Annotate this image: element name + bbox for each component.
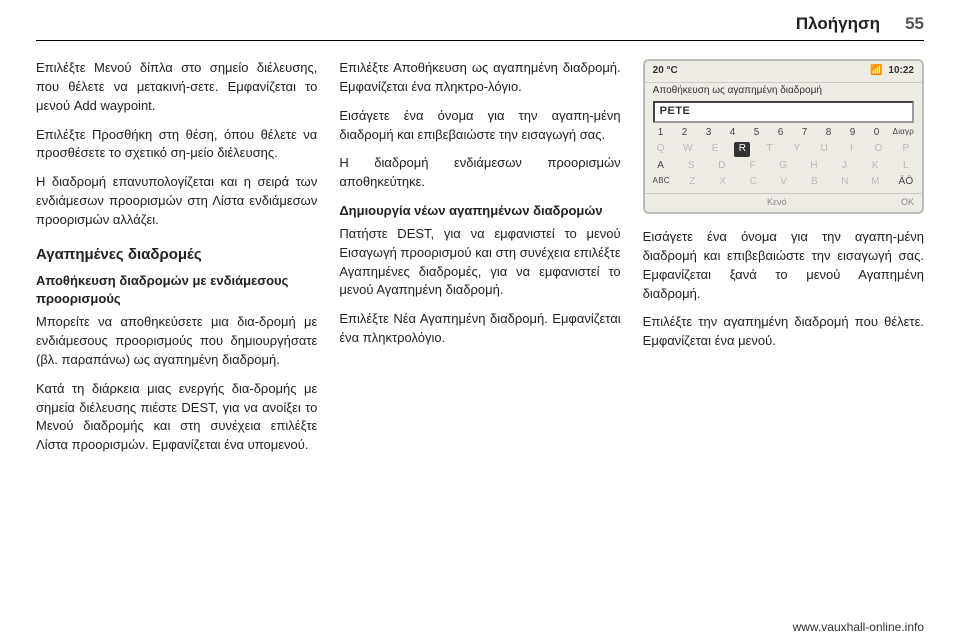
keyboard-key[interactable]: T bbox=[762, 142, 778, 157]
keyboard-key[interactable]: 1 bbox=[653, 126, 669, 141]
subsection-heading: Δημιουργία νέων αγαπημένων διαδρομών bbox=[339, 202, 620, 221]
section-title: Πλοήγηση bbox=[796, 14, 880, 34]
keyboard-key[interactable]: N bbox=[837, 175, 853, 190]
keyboard-key[interactable]: 6 bbox=[773, 126, 789, 141]
space-key[interactable]: Κενό bbox=[767, 196, 787, 209]
column-1: Επιλέξτε Μενού δίπλα στο σημείο διέλευση… bbox=[36, 59, 317, 465]
paragraph: Η διαδρομή επανυπολογίζεται και η σειρά … bbox=[36, 173, 317, 230]
column-2: Επιλέξτε Αποθήκευση ως αγαπημένη διαδρομ… bbox=[339, 59, 620, 465]
signal-icon: 📶 bbox=[870, 64, 882, 79]
keyboard-key[interactable]: L bbox=[898, 159, 914, 174]
paragraph: Επιλέξτε Προσθήκη στη θέση, όπου θέλετε … bbox=[36, 126, 317, 164]
keyboard-key[interactable]: A bbox=[653, 159, 669, 174]
ok-button[interactable]: OK bbox=[901, 196, 914, 209]
keyboard-key[interactable]: M bbox=[867, 175, 883, 190]
keyboard-key[interactable]: 0 bbox=[869, 126, 885, 141]
keyboard-key[interactable]: I bbox=[843, 142, 859, 157]
device-screenshot: 20 °C 📶 10:22 Αποθήκευση ως αγαπημένη δι… bbox=[643, 59, 924, 214]
keyboard-key[interactable]: J bbox=[837, 159, 853, 174]
paragraph: Επιλέξτε Νέα Αγαπημένη διαδρομή. Εμφανίζ… bbox=[339, 310, 620, 348]
temperature-reading: 20 °C bbox=[653, 64, 678, 79]
subsection-heading: Αποθήκευση διαδρομών με ενδιάμεσους προο… bbox=[36, 272, 317, 310]
keyboard-key[interactable]: E bbox=[707, 142, 723, 157]
keyboard-key[interactable]: Διαγρ bbox=[893, 126, 914, 141]
keyboard-key[interactable]: O bbox=[871, 142, 887, 157]
paragraph: Η διαδρομή ενδιάμεσων προορισμών αποθηκε… bbox=[339, 154, 620, 192]
page-number: 55 bbox=[898, 14, 924, 34]
paragraph: Μπορείτε να αποθηκεύσετε μια δια‐δρομή μ… bbox=[36, 313, 317, 370]
column-3: 20 °C 📶 10:22 Αποθήκευση ως αγαπημένη δι… bbox=[643, 59, 924, 465]
keyboard-key[interactable]: K bbox=[867, 159, 883, 174]
keyboard-key[interactable]: H bbox=[806, 159, 822, 174]
content-columns: Επιλέξτε Μενού δίπλα στο σημείο διέλευση… bbox=[36, 59, 924, 465]
keyboard-key[interactable]: G bbox=[775, 159, 791, 174]
device-bottombar: Κενό OK bbox=[645, 193, 922, 209]
section-heading: Αγαπημένες διαδρομές bbox=[36, 244, 317, 266]
keyboard-key[interactable]: W bbox=[680, 142, 696, 157]
keyboard-key[interactable]: ABC bbox=[653, 175, 670, 190]
keyboard-row: ASDFGHJKL bbox=[645, 159, 922, 174]
clock-time: 10:22 bbox=[888, 64, 914, 79]
keyboard-key[interactable]: Y bbox=[789, 142, 805, 157]
onscreen-keyboard: 1234567890ΔιαγρQWERTYUIOPASDFGHJKLABCZXC… bbox=[645, 126, 922, 190]
name-input-field[interactable]: PETE bbox=[653, 101, 914, 123]
paragraph: Εισάγετε ένα όνομα για την αγαπη‐μένη δι… bbox=[339, 107, 620, 145]
paragraph: Πατήστε DEST, για να εμφανιστεί το μενού… bbox=[339, 225, 620, 300]
keyboard-row: QWERTYUIOP bbox=[645, 142, 922, 157]
keyboard-key[interactable]: 8 bbox=[821, 126, 837, 141]
keyboard-key[interactable]: D bbox=[714, 159, 730, 174]
keyboard-key[interactable]: P bbox=[898, 142, 914, 157]
device-statusbar: 20 °C 📶 10:22 bbox=[645, 61, 922, 83]
keyboard-key[interactable]: 3 bbox=[701, 126, 717, 141]
device-dialog-title: Αποθήκευση ως αγαπημένη διαδρομή bbox=[645, 83, 922, 101]
keyboard-key[interactable]: X bbox=[715, 175, 731, 190]
keyboard-key[interactable]: 5 bbox=[749, 126, 765, 141]
keyboard-key[interactable]: F bbox=[745, 159, 761, 174]
keyboard-key[interactable]: B bbox=[806, 175, 822, 190]
keyboard-key[interactable]: R bbox=[734, 142, 750, 157]
keyboard-key[interactable]: U bbox=[816, 142, 832, 157]
keyboard-key[interactable]: Z bbox=[684, 175, 700, 190]
keyboard-key[interactable]: 4 bbox=[725, 126, 741, 141]
paragraph: Επιλέξτε την αγαπημένη διαδρομή που θέλε… bbox=[643, 313, 924, 351]
paragraph: Κατά τη διάρκεια μιας ενεργής δια‐δρομής… bbox=[36, 380, 317, 455]
footer-url: www.vauxhall-online.info bbox=[793, 620, 924, 634]
keyboard-key[interactable]: S bbox=[683, 159, 699, 174]
keyboard-key[interactable]: C bbox=[745, 175, 761, 190]
paragraph: Επιλέξτε Μενού δίπλα στο σημείο διέλευση… bbox=[36, 59, 317, 116]
page-header: Πλοήγηση 55 bbox=[36, 14, 924, 41]
keyboard-key[interactable]: V bbox=[776, 175, 792, 190]
paragraph: Επιλέξτε Αποθήκευση ως αγαπημένη διαδρομ… bbox=[339, 59, 620, 97]
keyboard-row: ABC ZXCVBNM ÄÖ bbox=[645, 175, 922, 190]
keyboard-key[interactable]: 2 bbox=[677, 126, 693, 141]
keyboard-key[interactable]: ÄÖ bbox=[898, 175, 914, 190]
paragraph: Εισάγετε ένα όνομα για την αγαπη‐μένη δι… bbox=[643, 228, 924, 303]
keyboard-key[interactable]: Q bbox=[653, 142, 669, 157]
keyboard-row: 1234567890 Διαγρ bbox=[645, 126, 922, 141]
keyboard-key[interactable]: 7 bbox=[797, 126, 813, 141]
manual-page: Πλοήγηση 55 Επιλέξτε Μενού δίπλα στο σημ… bbox=[0, 0, 960, 642]
keyboard-key[interactable]: 9 bbox=[845, 126, 861, 141]
